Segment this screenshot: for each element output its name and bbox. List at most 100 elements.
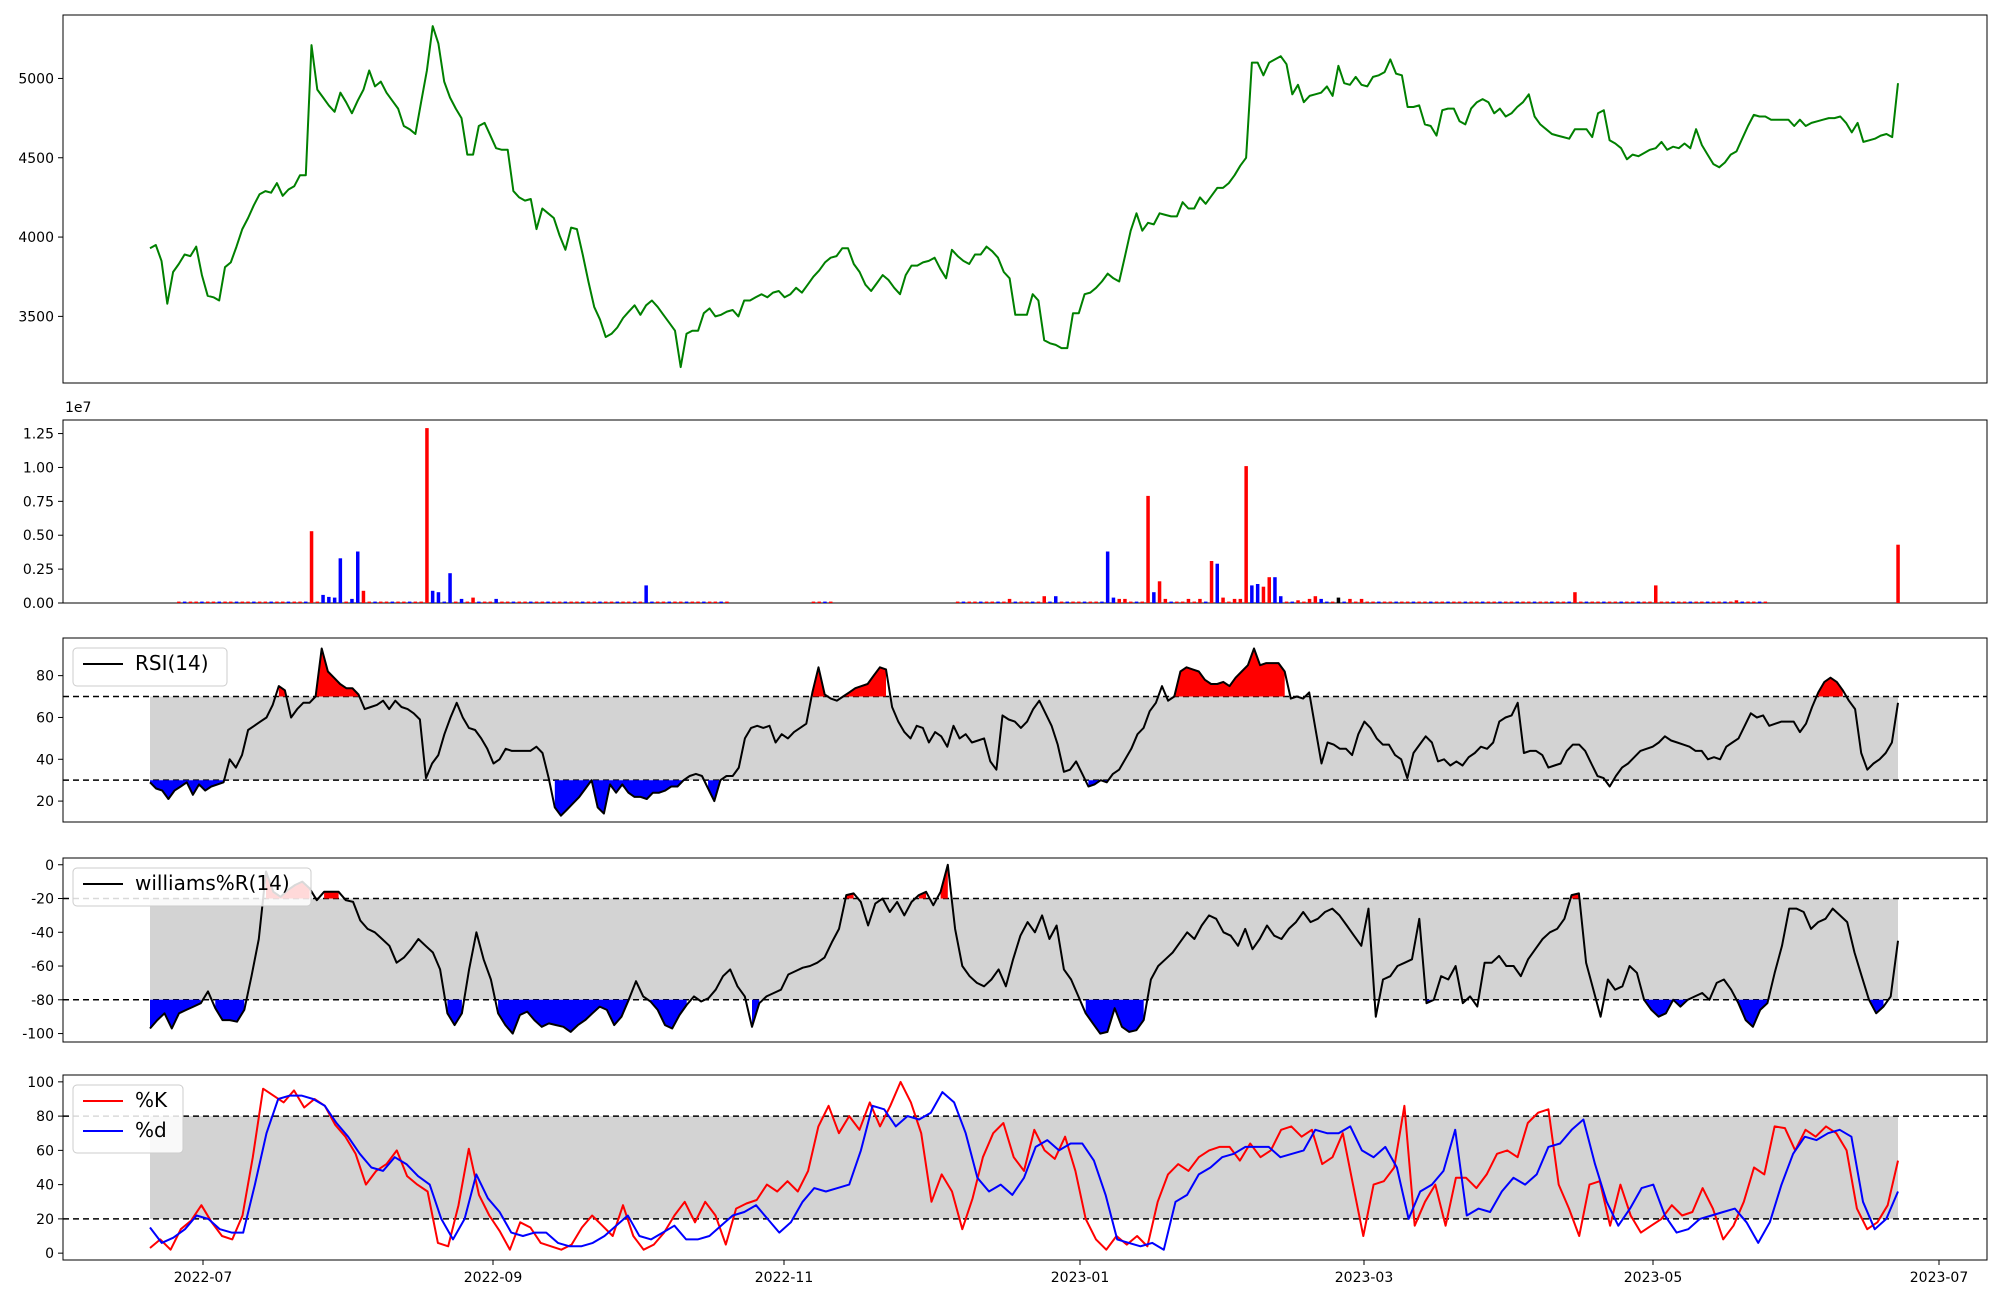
volume-bar (557, 601, 562, 603)
volume-bar (1463, 601, 1468, 603)
volume-bar (523, 601, 527, 603)
williams-y-tick-label: -40 (31, 925, 54, 941)
volume-bar (1648, 601, 1652, 603)
volume-bar (1486, 601, 1491, 603)
volume-bar (580, 601, 585, 603)
volume-bar (379, 601, 383, 603)
rsi-y-tick-label: 20 (36, 794, 54, 810)
volume-bar (206, 601, 210, 603)
x-tick-label: 2023-01 (1051, 1270, 1110, 1286)
volume-bar (1688, 601, 1693, 603)
volume-bar (1111, 597, 1116, 603)
price-panel: 3500 4000 4500 5000 (18, 14, 1988, 384)
volume-panel: 0.00 0.25 0.50 0.75 1.00 1.25 1e7 (23, 400, 1988, 612)
volume-bar (361, 590, 366, 603)
x-tick-label: 2022-09 (464, 1270, 523, 1286)
williams-axes-frame (62, 857, 1988, 1043)
volume-bar (1129, 601, 1133, 603)
volume-bar (1573, 592, 1577, 603)
volume-bar (1313, 596, 1318, 603)
volume-bar (1302, 601, 1306, 603)
volume-bar (1642, 601, 1646, 603)
volume-bar (1140, 601, 1144, 603)
volume-bar (627, 601, 631, 603)
volume-bar (1123, 598, 1127, 603)
volume-bar (1209, 561, 1214, 603)
volume-bar (1700, 601, 1704, 603)
x-tick-label: 2023-07 (1910, 1270, 1969, 1286)
volume-bar (390, 601, 395, 603)
volume-bar (396, 601, 400, 603)
williams-legend-label: williams%R(14) (135, 871, 290, 895)
williams-oversold-extreme-fill (650, 999, 687, 1029)
volume-bar (1088, 601, 1093, 603)
volume-bar (1180, 601, 1185, 603)
volume-bar (281, 601, 285, 603)
volume-bar (1734, 600, 1739, 603)
volume-bar (817, 601, 821, 603)
williams-y-tick-label: -60 (31, 959, 54, 975)
volume-bar (592, 601, 596, 603)
stoch-y-tick-label: 80 (36, 1109, 54, 1125)
price-y-tick-label: 3500 (18, 309, 54, 325)
volume-bar (1515, 601, 1519, 603)
volume-bar (1290, 601, 1294, 603)
volume-scale-label: 1e7 (65, 400, 91, 416)
williams-y-tick-label: -80 (31, 993, 54, 1009)
x-tick-label: 2022-07 (174, 1270, 233, 1286)
volume-bar (1665, 601, 1669, 603)
volume-bar (1423, 601, 1427, 603)
volume-axes-frame (62, 419, 1988, 604)
x-tick-label: 2023-05 (1624, 1270, 1683, 1286)
volume-bar (1094, 601, 1098, 603)
volume-y-tick-label: 1.25 (23, 427, 54, 443)
stoch-legend-label: %K (135, 1088, 168, 1112)
volume-bar (240, 601, 245, 603)
volume-bar (529, 601, 533, 603)
x-tick-label: 2022-11 (755, 1270, 814, 1286)
volume-bar (1561, 601, 1566, 603)
rsi-line (149, 647, 1899, 817)
volume-bar (488, 601, 493, 603)
volume-bar (684, 601, 689, 603)
stochastic-panel: 0 20 40 60 80 100 %K %d (27, 1074, 1988, 1262)
volume-bar (1682, 601, 1687, 603)
volume-bar (477, 601, 481, 603)
volume-bar (1377, 601, 1381, 603)
williams-panel: 0 -20 -40 -60 -80 -100 williams%R(14) (22, 857, 1988, 1043)
volume-bar (1394, 601, 1398, 603)
volume-bar (1717, 601, 1721, 603)
volume-bar (673, 601, 677, 603)
volume-bar (1284, 601, 1289, 603)
volume-y-tick-label: 0.25 (23, 562, 54, 578)
volume-bar (1544, 601, 1548, 603)
volume-bar (1752, 601, 1756, 603)
volume-bar (1221, 597, 1225, 603)
volume-bar (350, 598, 354, 603)
stoch-d-line (149, 1091, 1899, 1251)
volume-bar (569, 601, 573, 603)
volume-bar (194, 601, 198, 603)
volume-bar (234, 601, 239, 603)
volume-bar (1619, 601, 1623, 603)
volume-bar (1382, 601, 1387, 603)
volume-bar (482, 601, 487, 603)
volume-bar (356, 551, 360, 603)
volume-bar (1169, 601, 1173, 603)
rsi-overbought-extreme-fill (315, 648, 359, 697)
volume-bar (713, 601, 718, 603)
volume-bar (661, 601, 666, 603)
volume-bar (598, 601, 602, 603)
volume-bar (967, 601, 971, 603)
volume-bar (1457, 601, 1462, 603)
volume-bar (1446, 601, 1450, 603)
volume-bar (1163, 598, 1168, 603)
volume-bar (1065, 601, 1069, 603)
stoch-y-tick-label: 100 (27, 1075, 54, 1091)
volume-bar (1429, 601, 1433, 603)
volume-y-tick-label: 0.50 (23, 528, 54, 544)
volume-bar (223, 601, 227, 603)
price-y-tick-label: 4000 (18, 230, 54, 246)
volume-bar (454, 601, 458, 603)
volume-bar (725, 601, 729, 603)
